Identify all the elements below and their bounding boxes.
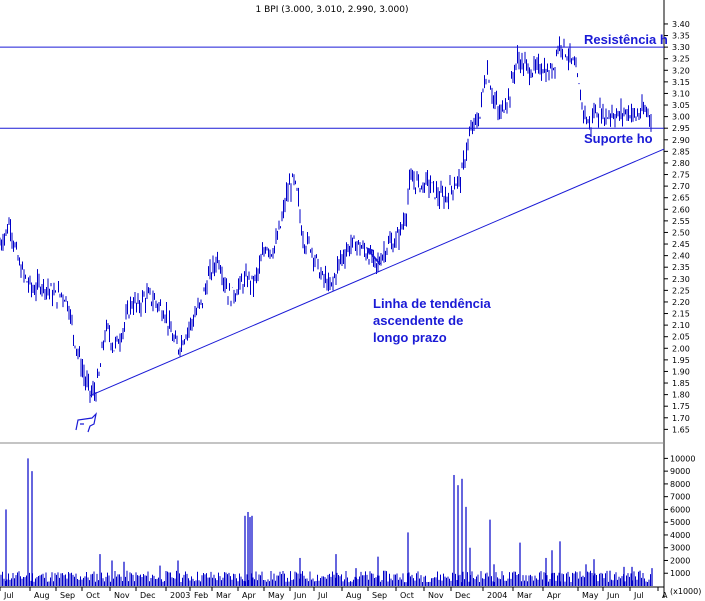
y-tick-label: 3.00 [672,113,690,122]
x-tick-label: Oct [400,591,414,600]
y-tick-label: 2.35 [672,263,690,272]
y-tick-label: 2.15 [672,310,690,319]
x-tick-label: Oct [86,591,100,600]
y-tick-label: 3.35 [672,32,690,41]
volume-tick-label: 10000 [670,454,695,463]
x-tick-label: Nov [428,591,444,600]
y-tick-label: 2.20 [672,298,690,307]
y-tick-label: 1.65 [672,425,690,434]
y-tick-label: 2.95 [672,124,690,133]
x-tick-label: May [582,591,599,600]
trend-annotation-line: longo prazo [373,330,447,345]
x-tick-label: Sep [60,591,75,600]
trendline [89,148,665,397]
y-tick-label: 2.50 [672,228,690,237]
x-tick-label: Jul [317,591,328,600]
y-tick-label: 2.60 [672,205,690,214]
x-tick-label: Dec [140,591,155,600]
y-tick-label: 1.70 [672,414,690,423]
y-tick-label: 2.30 [672,275,690,284]
x-tick-label: Feb [194,591,208,600]
y-tick-label: 1.75 [672,402,690,411]
y-tick-label: 2.05 [672,333,690,342]
volume-tick-label: 7000 [670,493,690,502]
volume-tick-label: 4000 [670,531,690,540]
y-tick-label: 2.90 [672,136,690,145]
x-tick-label: Nov [114,591,130,600]
volume-tick-label: 2000 [670,556,690,565]
volume-tick-label: 5000 [670,518,690,527]
y-tick-label: 3.10 [672,89,690,98]
x-tick-label: 2004 [487,591,507,600]
y-tick-label: 1.95 [672,356,690,365]
y-tick-label: 3.15 [672,78,690,87]
y-tick-label: 3.40 [672,20,690,29]
volume-tick-label: 6000 [670,505,690,514]
x-tick-label: Jul [633,591,644,600]
x-tick-label: Jul [3,591,14,600]
y-tick-label: 2.45 [672,240,690,249]
arrow-head [366,247,374,255]
volume-unit-label: (x1000) [670,587,701,596]
x-tick-label: Mar [517,591,533,600]
level-label: Suporte ho [584,131,653,146]
y-tick-label: 2.10 [672,321,690,330]
y-tick-label: 2.40 [672,252,690,261]
y-tick-label: 3.25 [672,55,690,64]
x-tick-label: Sep [372,591,387,600]
x-tick-label: Aug [34,591,50,600]
x-tick-label: Dec [455,591,470,600]
x-tick-label: Mar [216,591,232,600]
y-tick-label: 2.85 [672,147,690,156]
y-tick-label: 2.70 [672,182,690,191]
y-tick-label: 1.80 [672,391,690,400]
volume-tick-label: 1000 [670,569,690,578]
volume-tick-label: 9000 [670,467,690,476]
x-tick-label: Apr [242,591,257,600]
trend-annotation-line: ascendente de [373,313,463,328]
level-label: Resistência h [584,32,668,47]
chart-title: 1 BPI (3.000, 3.010, 2.990, 3.000) [256,5,409,15]
y-tick-label: 3.05 [672,101,690,110]
trend-annotation-line: Linha de tendência [373,296,492,311]
bull-icon [75,412,97,433]
y-tick-label: 3.30 [672,43,690,52]
y-tick-label: 2.55 [672,217,690,226]
x-tick-label: Jun [293,591,307,600]
y-tick-label: 1.85 [672,379,690,388]
x-tick-label: 2003 [170,591,190,600]
y-tick-label: 2.00 [672,344,690,353]
y-tick-label: 2.25 [672,286,690,295]
x-tick-label: Apr [547,591,562,600]
volume-tick-label: 3000 [670,544,690,553]
y-tick-label: 2.75 [672,171,690,180]
y-tick-label: 1.90 [672,367,690,376]
volume-tick-label: 8000 [670,480,690,489]
x-tick-label: A [662,591,668,600]
x-tick-label: May [268,591,285,600]
y-tick-label: 2.80 [672,159,690,168]
y-tick-label: 3.20 [672,66,690,75]
y-tick-label: 2.65 [672,194,690,203]
x-tick-label: Jun [606,591,620,600]
x-tick-label: Aug [346,591,362,600]
